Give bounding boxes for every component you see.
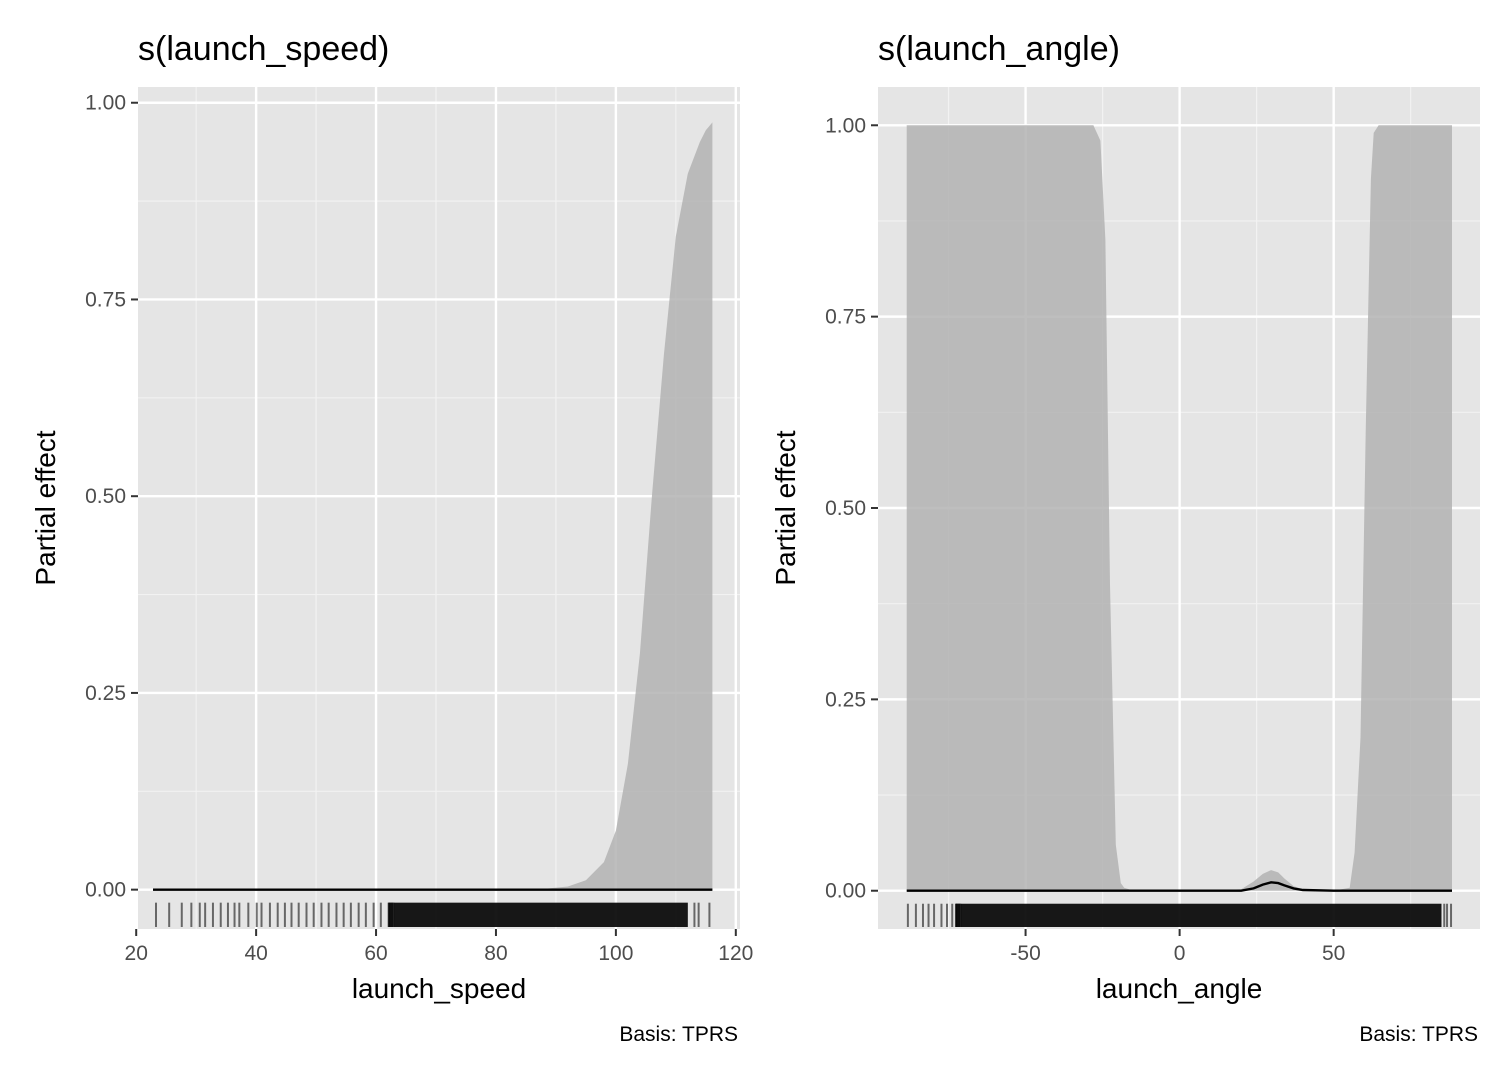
chart-title: s(launch_angle)	[878, 30, 1120, 68]
rug-dense-region	[960, 903, 1442, 927]
axes: -50 0 50 0.00 0.25 0.50 0.75 1.00	[825, 114, 1345, 965]
panel-launch-angle: -50 0 50 0.00 0.25 0.50 0.75 1.00 s(launch_angl…	[770, 30, 1480, 1046]
y-tick-label: 0.75	[85, 288, 126, 311]
rug-dense-region	[394, 902, 688, 927]
caption: Basis: TPRS	[619, 1023, 738, 1046]
y-tick-label: 0.00	[825, 880, 866, 903]
x-tick-label: 50	[1322, 942, 1345, 965]
x-tick-label: 20	[125, 942, 148, 965]
confidence-band	[153, 122, 713, 890]
x-tick-label: 100	[598, 942, 633, 965]
caption: Basis: TPRS	[1359, 1023, 1478, 1046]
y-tick-label: 0.00	[85, 879, 126, 902]
axes: 20 40 60 80 100 120 0.00 0.25 0.50 0.75 1.00	[85, 92, 753, 965]
rug	[906, 903, 1453, 927]
panel-launch-speed: 20 40 60 80 100 120 0.00 0.25 0.50 0.75 1.00 s(lau…	[30, 30, 753, 1046]
grid-lines	[135, 87, 740, 929]
y-tick-label: 0.25	[85, 682, 126, 705]
chart-title: s(launch_speed)	[138, 30, 389, 68]
y-tick-label: 1.00	[85, 92, 126, 115]
x-tick-label: 80	[484, 942, 507, 965]
y-tick-label: 1.00	[825, 114, 866, 137]
x-tick-label: 120	[718, 942, 753, 965]
y-tick-label: 0.75	[825, 306, 866, 329]
confidence-band	[906, 125, 1452, 891]
estimate-line	[906, 881, 1452, 892]
y-axis-title: Partial effect	[30, 430, 61, 585]
y-tick-label: 0.50	[825, 497, 866, 520]
x-axis-title: launch_angle	[1096, 973, 1263, 1004]
y-tick-label: 0.50	[85, 485, 126, 508]
x-tick-label: -50	[1010, 942, 1040, 965]
y-tick-label: 0.25	[825, 688, 866, 711]
rug	[154, 902, 711, 927]
estimate-curve	[906, 881, 1452, 892]
x-axis-title: launch_speed	[352, 973, 526, 1004]
y-axis-title: Partial effect	[770, 430, 801, 585]
x-tick-label: 40	[244, 942, 267, 965]
x-tick-label: 0	[1174, 942, 1186, 965]
confidence-band-area	[153, 122, 713, 890]
x-tick-label: 60	[364, 942, 387, 965]
confidence-band-area	[906, 125, 1452, 891]
